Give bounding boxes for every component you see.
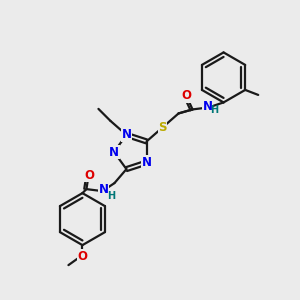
Text: H: H: [211, 105, 219, 116]
Text: N: N: [142, 156, 152, 169]
Text: N: N: [109, 146, 119, 158]
Text: N: N: [122, 128, 131, 141]
Text: O: O: [84, 169, 94, 182]
Text: O: O: [182, 89, 192, 102]
Text: O: O: [77, 250, 87, 262]
Text: N: N: [98, 183, 108, 196]
Text: H: H: [107, 191, 116, 201]
Text: S: S: [158, 121, 167, 134]
Text: N: N: [202, 100, 213, 113]
